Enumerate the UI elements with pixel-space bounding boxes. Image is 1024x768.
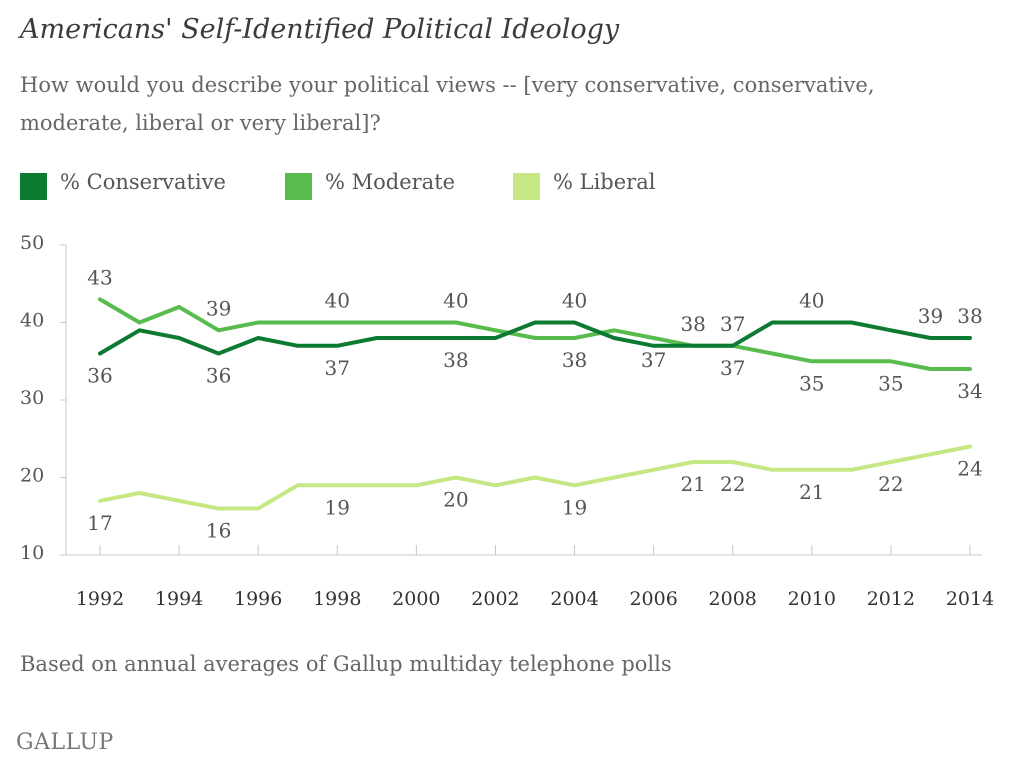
data-label-moderate: 40 [443, 289, 468, 313]
y-tick-label: 30 [20, 387, 44, 409]
series-line-liberal [98, 444, 972, 511]
data-label-conservative: 40 [799, 289, 824, 313]
data-label-moderate: 35 [878, 371, 903, 395]
x-tick-label: 2014 [946, 588, 994, 610]
x-tick-label: 2008 [709, 588, 757, 610]
data-label-liberal: 22 [878, 472, 903, 496]
x-tick-label: 2000 [392, 588, 440, 610]
x-tick-label: 2012 [867, 588, 915, 610]
legend-label-liberal: % Liberal [553, 170, 656, 194]
x-tick-label: 2002 [471, 588, 519, 610]
x-tick-label: 2006 [629, 588, 677, 610]
source-note: Based on annual averages of Gallup multi… [20, 652, 672, 676]
data-label-conservative: 40 [562, 289, 587, 313]
data-label-moderate: 35 [799, 371, 824, 395]
line-chart: 10 20 30 40 50 1992 1994 1996 1998 2000 2002 2004 20… [20, 232, 994, 610]
y-tick-label: 10 [20, 542, 44, 564]
y-tick-label: 40 [20, 310, 44, 332]
x-tick-label: 1992 [76, 588, 124, 610]
data-label-liberal: 22 [720, 472, 745, 496]
legend-label-moderate: % Moderate [325, 170, 456, 194]
series-line-conservative [98, 320, 972, 356]
data-label-conservative: 37 [325, 356, 350, 380]
legend-swatch-moderate [285, 173, 312, 200]
data-label-conservative: 38 [957, 304, 982, 328]
data-label-conservative: 36 [206, 364, 231, 388]
data-label-moderate: 34 [957, 379, 982, 403]
chart-subtitle: How would you describe your political vi… [20, 73, 875, 135]
data-label-moderate: 38 [562, 348, 587, 372]
data-label-conservative: 37 [720, 312, 745, 336]
data-label-liberal: 24 [957, 457, 982, 481]
x-tick-label: 1996 [234, 588, 282, 610]
legend-swatch-conservative [20, 173, 47, 200]
data-label-moderate: 37 [641, 348, 666, 372]
data-label-moderate: 37 [720, 356, 745, 380]
y-tick-label: 50 [20, 232, 44, 254]
data-label-conservative: 38 [443, 348, 468, 372]
legend-label-conservative: % Conservative [60, 170, 226, 194]
data-label-moderate: 40 [325, 289, 350, 313]
data-label-moderate: 43 [87, 265, 112, 289]
data-label-conservative: 39 [918, 304, 943, 328]
data-label-liberal: 19 [325, 495, 350, 519]
y-tick-label: 20 [20, 465, 44, 487]
data-label-liberal: 21 [799, 480, 824, 504]
legend-swatch-liberal [513, 173, 540, 200]
data-label-conservative: 36 [87, 364, 112, 388]
gallup-logo: GALLUP [16, 730, 114, 755]
data-label-liberal: 21 [680, 472, 705, 496]
data-label-liberal: 16 [206, 519, 231, 543]
data-label-moderate: 38 [680, 312, 705, 336]
chart-title: Americans' Self-Identified Political Ide… [20, 14, 620, 45]
data-label-moderate: 39 [206, 296, 231, 320]
data-label-liberal: 20 [443, 488, 468, 512]
series-line-moderate [98, 297, 972, 371]
x-tick-label: 2010 [788, 588, 836, 610]
data-label-liberal: 19 [562, 495, 587, 519]
data-label-liberal: 17 [87, 511, 112, 535]
x-tick-label: 1994 [155, 588, 203, 610]
x-tick-label: 2004 [550, 588, 598, 610]
x-tick-label: 1998 [313, 588, 361, 610]
